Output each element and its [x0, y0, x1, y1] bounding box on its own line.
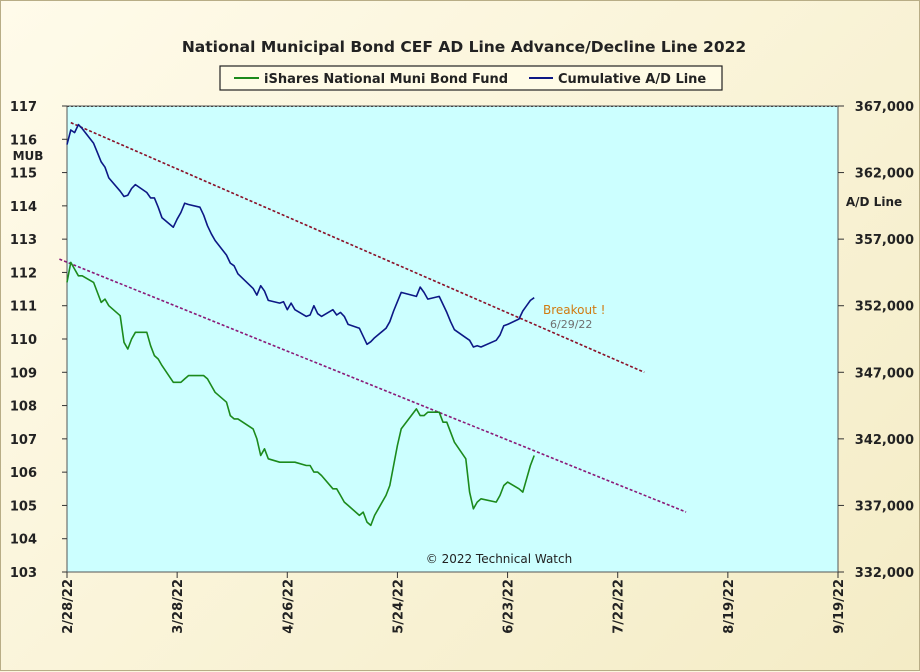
- x-tick-label: 4/26/22: [281, 579, 296, 634]
- right-tick-label: 332,000: [855, 566, 914, 581]
- copyright-annotation: © 2022 Technical Watch: [426, 552, 572, 566]
- plot-area: [66, 105, 839, 573]
- muni-fund-trendline: [59, 258, 687, 513]
- breakout-date-annotation: 6/29/22: [550, 318, 592, 331]
- legend-box: [219, 65, 723, 91]
- legend: iShares National Muni Bond Fund Cumulati…: [219, 65, 723, 91]
- left-tick-label: 111: [10, 300, 37, 315]
- right-tick-label: 357,000: [855, 233, 914, 248]
- left-tick-label: 109: [10, 366, 37, 381]
- x-tick-label: 2/28/22: [61, 579, 76, 634]
- ad-line-series-line: [66, 123, 535, 348]
- left-tick-label: 107: [10, 433, 37, 448]
- x-tick-label: 5/24/22: [391, 579, 406, 634]
- left-tick-label: 116: [10, 133, 37, 148]
- right-tick-label: 342,000: [855, 433, 914, 448]
- x-tick-label: 6/23/22: [502, 579, 517, 634]
- right-axis-label: A/D Line: [846, 195, 902, 209]
- x-axis: 2/28/22 3/28/22 4/26/22 5/24/22 6/23/22 7/22/…: [61, 572, 847, 634]
- right-tick-label: 337,000: [855, 499, 914, 514]
- left-tick-label: 104: [10, 533, 37, 548]
- left-tick-label: 110: [10, 333, 37, 348]
- right-tick-label: 352,000: [855, 300, 914, 315]
- left-tick-label: 115: [10, 167, 37, 182]
- left-tick-label: 112: [10, 266, 37, 281]
- right-tick-label: 362,000: [855, 167, 914, 182]
- left-axis: 103 104 105 106 107 108 109 110 111 112 113 114 115 1…: [10, 100, 67, 581]
- left-tick-label: 105: [10, 499, 37, 514]
- series: [66, 123, 535, 527]
- left-tick-label: 117: [10, 100, 37, 115]
- breakout-annotation: Breakout !: [543, 303, 605, 317]
- trendlines: [59, 121, 687, 513]
- x-tick-label: 9/19/22: [832, 579, 847, 634]
- left-tick-label: 103: [10, 566, 37, 581]
- right-tick-label: 347,000: [855, 366, 914, 381]
- left-tick-label: 114: [10, 200, 37, 215]
- left-tick-label: 106: [10, 466, 37, 481]
- right-axis: 332,000 337,000 342,000 347,000 352,000 357,0…: [838, 100, 914, 581]
- x-tick-label: 8/19/22: [722, 579, 737, 634]
- left-tick-label: 113: [10, 233, 37, 248]
- legend-label-ad: Cumulative A/D Line: [558, 72, 706, 87]
- ad-line-trendline: [70, 121, 645, 374]
- chart-title: National Municipal Bond CEF AD Line Adva…: [182, 38, 746, 56]
- muni-fund-series-line: [66, 261, 535, 527]
- legend-label-muni: iShares National Muni Bond Fund: [264, 72, 508, 87]
- right-tick-label: 367,000: [855, 100, 914, 115]
- left-tick-label: 108: [10, 400, 37, 415]
- x-tick-label: 7/22/22: [612, 579, 627, 634]
- x-tick-label: 3/28/22: [171, 579, 186, 634]
- left-axis-label: MUB: [13, 149, 44, 163]
